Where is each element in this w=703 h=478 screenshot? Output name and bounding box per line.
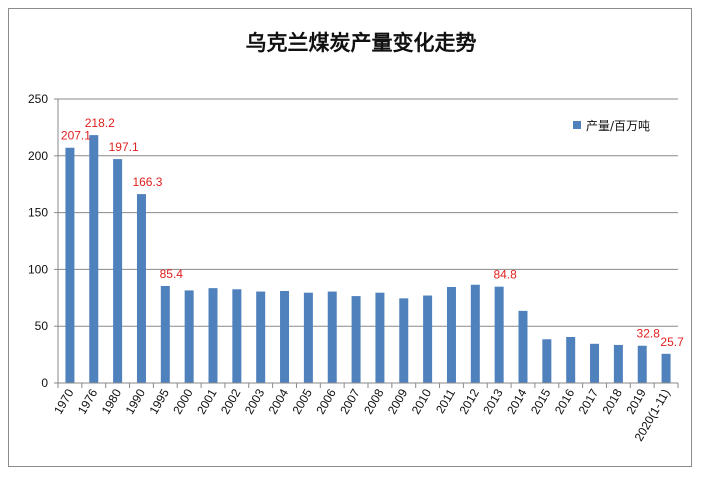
data-label: 84.8 — [493, 268, 517, 282]
x-tick-label: 2006 — [313, 386, 339, 416]
x-tick-label: 2009 — [385, 386, 411, 416]
x-tick-label: 1976 — [75, 386, 101, 416]
x-tick-label: 2018 — [600, 386, 626, 416]
x-tick-label: 2014 — [504, 386, 530, 416]
y-axis: 0 50 100 150 200 250 — [28, 92, 59, 390]
data-label: 197.1 — [109, 140, 139, 154]
bar — [184, 290, 194, 383]
bar — [542, 339, 552, 383]
y-tick-label: 50 — [35, 319, 49, 333]
legend-label: 产量/百万吨 — [586, 119, 650, 133]
x-tick-label: 2013 — [480, 386, 506, 416]
data-label: 32.8 — [637, 327, 661, 341]
y-tick-label: 250 — [28, 92, 48, 106]
bar — [136, 194, 146, 383]
x-tick-label: 1970 — [51, 386, 77, 416]
legend-swatch — [573, 121, 581, 129]
data-label: 25.7 — [660, 335, 684, 349]
bar — [327, 291, 337, 383]
x-tick-label: 2010 — [409, 386, 435, 416]
x-tick-label: 2011 — [433, 386, 458, 416]
y-tick-label: 0 — [41, 376, 48, 390]
bar — [399, 298, 409, 383]
y-tick-label: 100 — [28, 262, 48, 276]
x-tick-label: 2012 — [456, 386, 482, 416]
bar — [494, 286, 504, 383]
chart-title: 乌克兰煤炭产量变化走势 — [246, 31, 477, 55]
x-tick-label: 2005 — [290, 386, 316, 416]
bar — [351, 296, 361, 383]
data-label: 218.2 — [85, 116, 115, 130]
bar — [613, 344, 623, 383]
x-tick-label: 2002 — [218, 386, 244, 416]
bar — [637, 345, 647, 383]
bar — [280, 290, 290, 383]
data-label: 85.4 — [160, 267, 184, 281]
bar — [160, 285, 170, 383]
y-tick-label: 150 — [28, 206, 48, 220]
x-tick-label: 2000 — [170, 386, 196, 416]
x-tick-label: 2016 — [552, 386, 578, 416]
bar — [208, 288, 218, 383]
grid-lines — [58, 98, 678, 384]
bar — [470, 284, 480, 383]
data-label: 207.1 — [61, 129, 91, 143]
x-tick-label: 2001 — [194, 386, 220, 416]
x-tick-label: 1995 — [146, 386, 172, 416]
bar — [113, 159, 123, 383]
x-tick-label: 1980 — [99, 386, 125, 416]
bar — [661, 353, 671, 383]
x-axis: 1970197619801990199520002001200220032004… — [51, 382, 679, 444]
x-tick-label: 2017 — [576, 386, 602, 416]
bar — [566, 336, 576, 383]
bar — [303, 292, 313, 383]
bar — [423, 295, 433, 383]
bar — [65, 147, 75, 383]
x-tick-label: 2004 — [266, 386, 292, 416]
bar-series — [65, 135, 671, 383]
x-tick-label: 2003 — [242, 386, 268, 416]
legend: 产量/百万吨 — [573, 119, 650, 133]
bar — [375, 292, 385, 383]
bar — [256, 291, 266, 383]
x-tick-label: 2007 — [337, 386, 363, 416]
bar — [89, 135, 99, 383]
bar — [590, 343, 600, 383]
x-tick-label: 1990 — [123, 386, 149, 416]
data-label: 166.3 — [132, 175, 162, 189]
x-tick-label: 2015 — [528, 386, 554, 416]
x-tick-label: 2008 — [361, 386, 387, 416]
bar — [446, 287, 456, 383]
y-tick-label: 200 — [28, 149, 48, 163]
bar — [518, 310, 528, 383]
bar — [232, 289, 242, 383]
